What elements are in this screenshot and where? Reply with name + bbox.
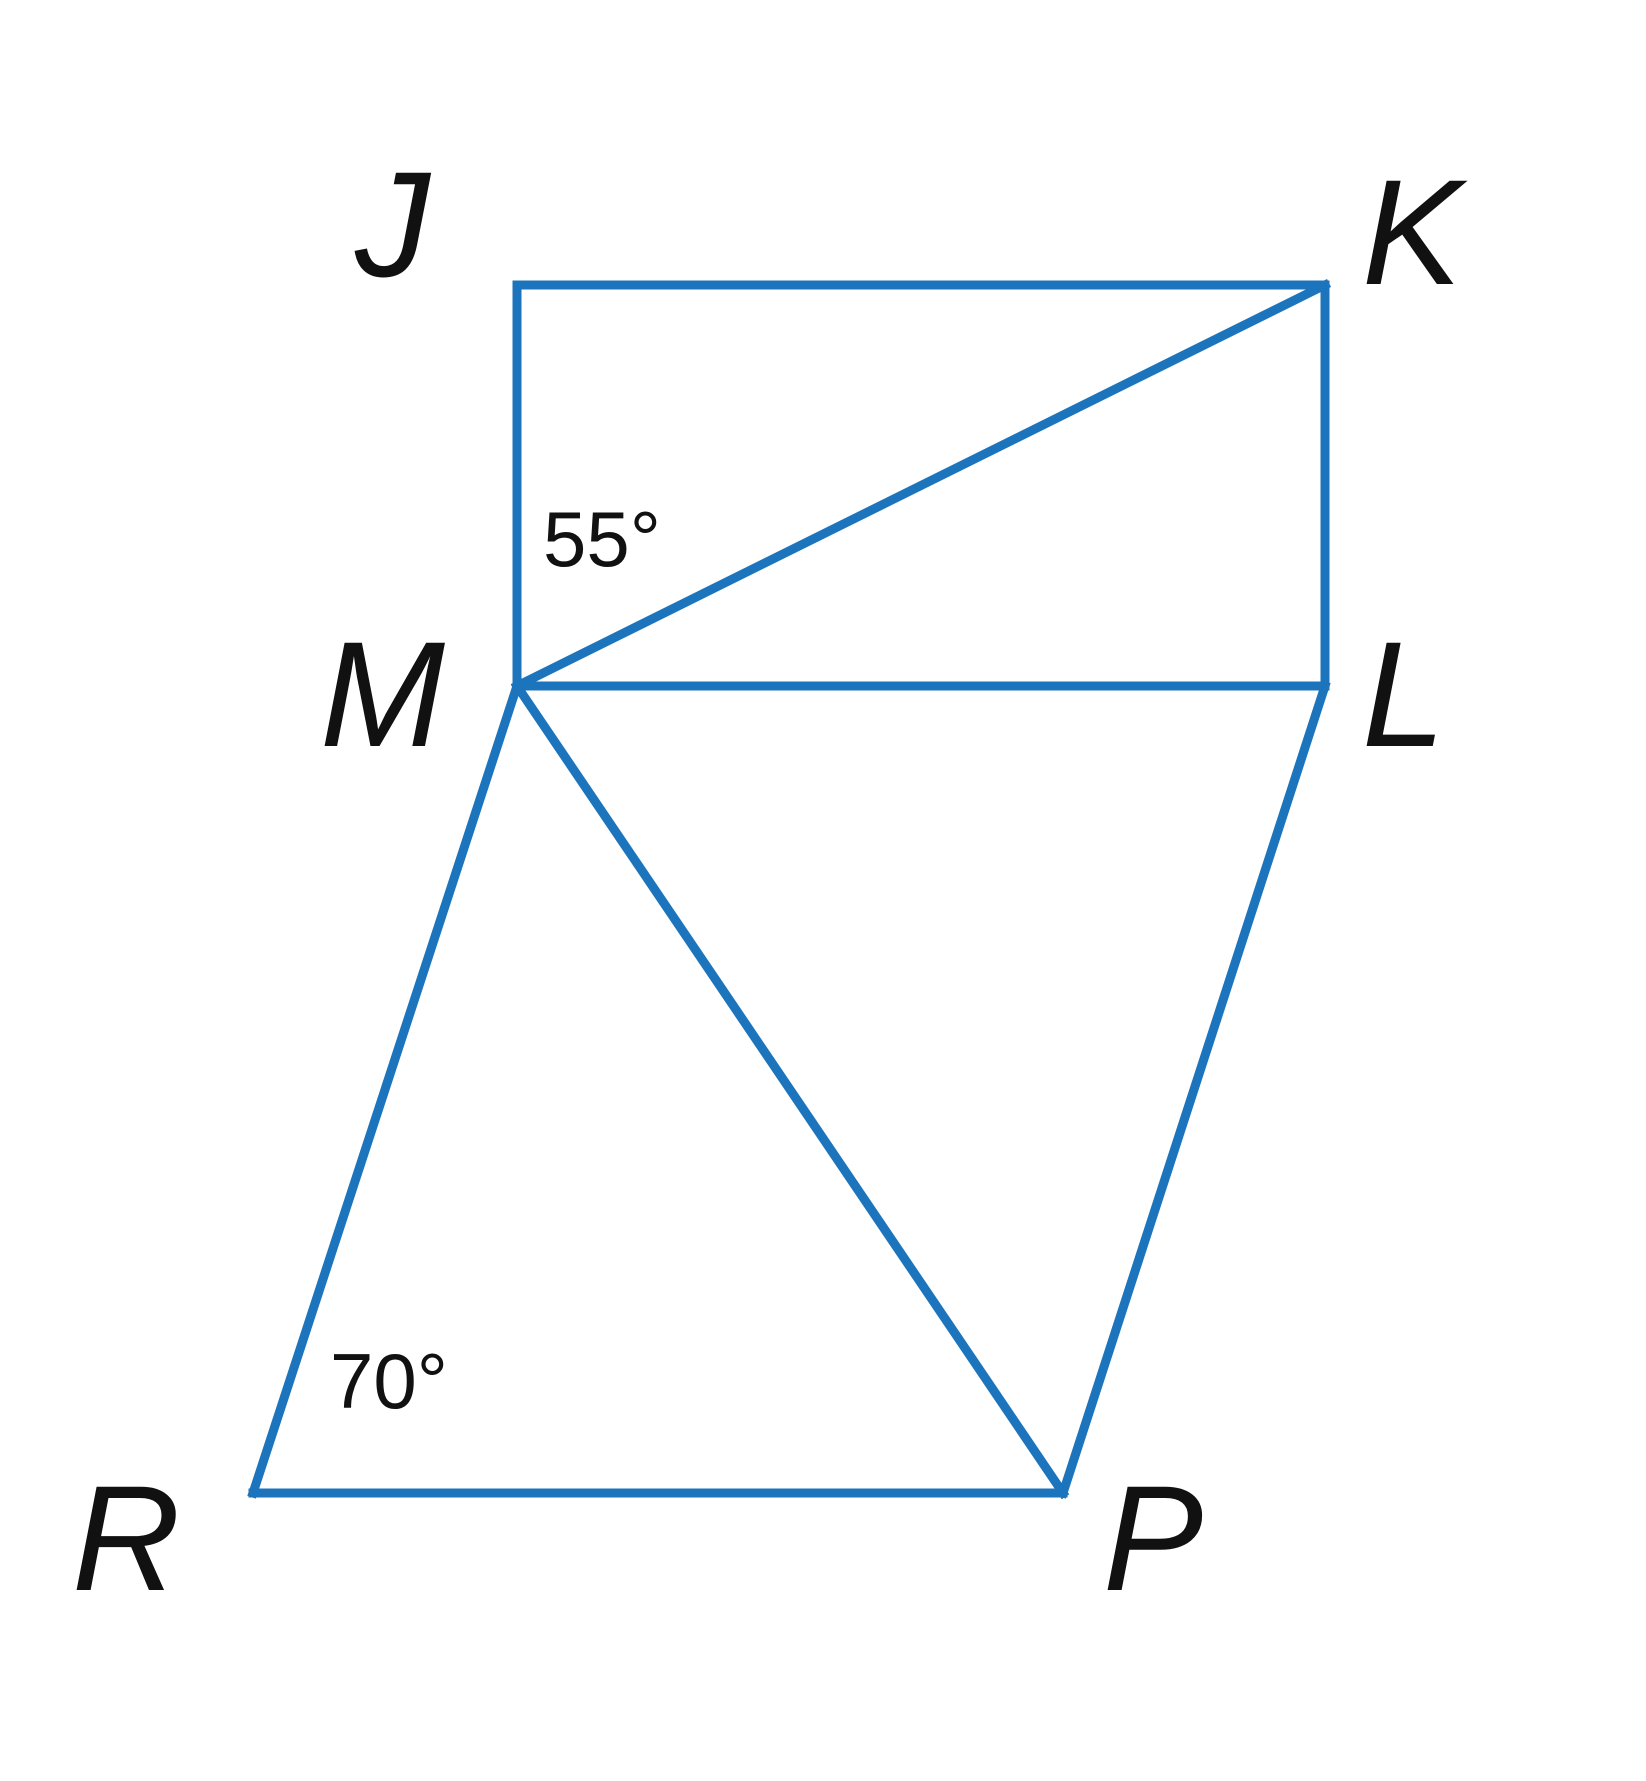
segment-mr — [247, 680, 523, 1499]
vertex-label-j: J — [354, 140, 432, 308]
vertex-label-k: K — [1362, 148, 1468, 316]
vertex-label-r: R — [72, 1454, 180, 1622]
vertex-label-l: L — [1362, 610, 1445, 778]
vertex-label-p: P — [1103, 1454, 1203, 1622]
segment-mp — [510, 679, 1070, 1500]
segment-lp — [1057, 680, 1331, 1499]
segment-mk — [510, 278, 1332, 693]
angle-label-jmk: 55° — [543, 495, 661, 583]
angle-label-mrp: 70° — [330, 1337, 448, 1425]
vertex-label-m: M — [320, 610, 445, 778]
angle-labels: 55° 70° — [330, 495, 661, 1425]
vertex-labels: J K M L R P — [72, 140, 1468, 1622]
figure-edges — [247, 278, 1332, 1500]
